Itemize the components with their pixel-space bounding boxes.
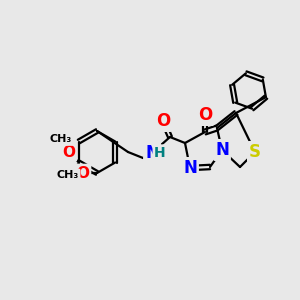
Text: CH₃: CH₃ [50,134,72,145]
Text: N: N [183,159,197,177]
Text: O: O [62,145,75,160]
Text: O: O [76,166,89,181]
Text: CH₃: CH₃ [57,170,79,180]
Text: S: S [249,143,261,161]
Text: N: N [215,141,229,159]
Text: O: O [198,106,212,124]
Text: H: H [154,146,166,160]
Text: O: O [156,112,170,130]
Text: N: N [145,144,159,162]
